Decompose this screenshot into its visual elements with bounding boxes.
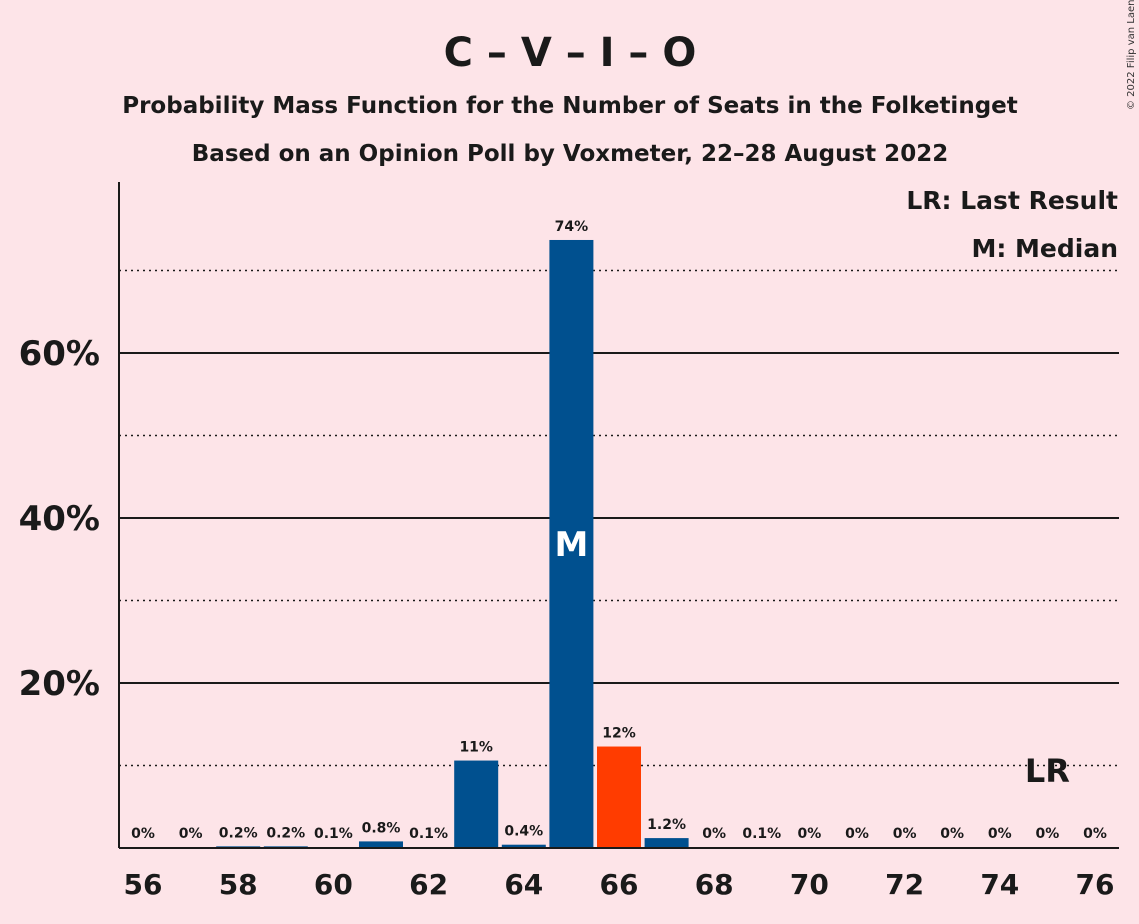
bar-seat [597, 746, 641, 848]
legend-last-result: LR: Last Result [906, 186, 1118, 215]
bar-value-label: 0% [798, 826, 822, 842]
x-tick-label: 70 [790, 868, 829, 901]
bar-value-label: 0% [1036, 826, 1060, 842]
bar-value-label: 0% [988, 826, 1012, 842]
bar-value-label: 0.2% [266, 825, 305, 841]
y-tick-label: 40% [19, 499, 100, 539]
bar-value-label: 0% [940, 826, 964, 842]
bar-value-label: 0.1% [409, 826, 448, 842]
x-tick-label: 56 [124, 868, 163, 901]
bar-labels-group: 0% 0% 0.2% 0.2% 0.1% 0.8% 0.1% 11% 0.4% 74% 12% 1.2… [131, 209, 1107, 842]
x-tick-label: 64 [504, 868, 543, 901]
y-tick-label: 20% [19, 664, 100, 704]
bar-value-label: 0% [131, 826, 155, 842]
x-tick-label: 58 [219, 868, 258, 901]
y-axis-ticks: 20% 40% 60% [19, 334, 100, 704]
markers-group: M LR [554, 525, 1069, 790]
bar-value-label: 0% [702, 826, 726, 842]
x-tick-label: 68 [695, 868, 734, 901]
bar-seat [359, 841, 403, 848]
copyright-note: © 2022 Filip van Laenen [1126, 0, 1137, 110]
last-result-marker: LR [1025, 752, 1070, 790]
x-axis-ticks: 56 58 60 62 64 66 68 70 72 74 76 [124, 868, 1115, 901]
bar-value-label: 1.2% [647, 817, 686, 833]
bar-value-label: 74% [555, 219, 589, 235]
x-tick-label: 72 [885, 868, 924, 901]
bar-label-backdrop [545, 209, 598, 236]
median-marker: M [554, 525, 588, 565]
x-tick-label: 74 [980, 868, 1019, 901]
bar-value-label: 0% [179, 826, 203, 842]
bar-value-label: 12% [602, 726, 636, 742]
x-tick-label: 62 [409, 868, 448, 901]
bar-value-label: 0.8% [362, 820, 401, 836]
bar-value-label: 0.2% [219, 825, 258, 841]
bar-value-label: 0.1% [314, 826, 353, 842]
bar-seat [644, 838, 689, 848]
x-tick-label: 76 [1076, 868, 1115, 901]
bar-value-label: 0% [1083, 826, 1107, 842]
chart-subtitle-2: Based on an Opinion Poll by Voxmeter, 22… [192, 141, 948, 167]
legend-median: M: Median [971, 234, 1118, 263]
chart-subtitle-1: Probability Mass Function for the Number… [122, 93, 1018, 119]
bar-value-label: 0.4% [504, 824, 543, 840]
bar-value-label: 0.1% [742, 826, 781, 842]
bar-seat [501, 844, 546, 848]
bar-value-label: 0% [893, 826, 917, 842]
x-tick-label: 66 [600, 868, 639, 901]
bars-group [216, 239, 784, 849]
chart-title: C – V – I – O [444, 30, 697, 76]
bar-seat [454, 760, 499, 848]
x-tick-label: 60 [314, 868, 353, 901]
bar-seat [549, 239, 594, 849]
y-tick-label: 60% [19, 334, 100, 374]
bar-value-label: 11% [459, 740, 493, 756]
bar-value-label: 0% [845, 826, 869, 842]
